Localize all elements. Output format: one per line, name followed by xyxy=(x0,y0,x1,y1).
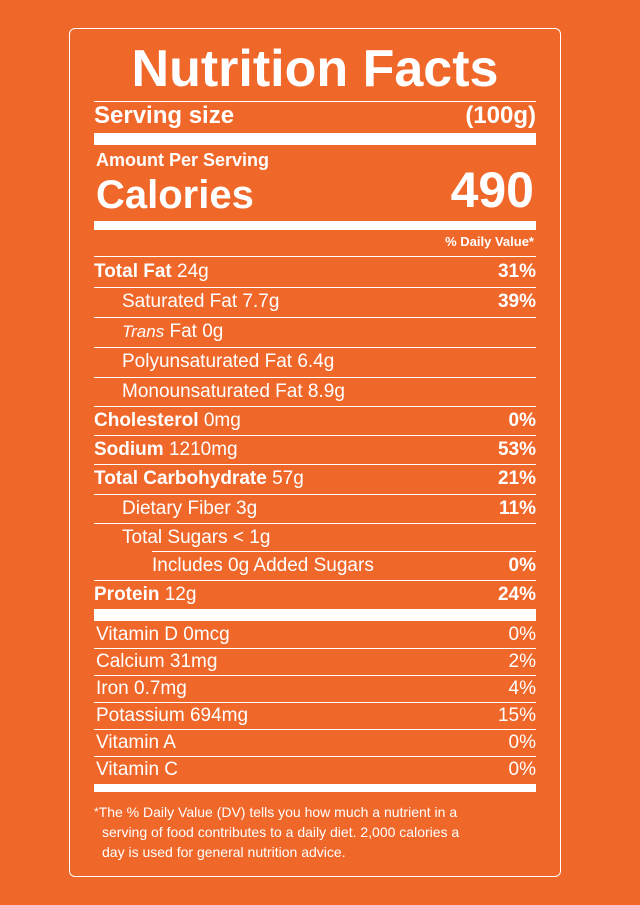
amount-per-serving: Amount Per Serving xyxy=(96,150,270,170)
thick-divider xyxy=(94,784,536,792)
vitamin-dv: 15% xyxy=(497,704,536,726)
label-title: Nutrition Facts xyxy=(131,40,499,98)
divider xyxy=(94,377,536,378)
divider xyxy=(94,287,536,288)
divider xyxy=(94,494,536,495)
divider xyxy=(94,523,536,524)
divider xyxy=(94,702,536,703)
divider xyxy=(94,756,536,757)
nutrient-amount: < 1g xyxy=(232,527,271,548)
nutrient-amount: 0mg xyxy=(203,410,241,431)
vitamin-name: Iron 0.7mg xyxy=(96,677,187,699)
vitamin-dv: 0% xyxy=(508,758,536,780)
nutrient-name: Saturated Fat xyxy=(122,291,238,312)
nutrient-row-dietary-fiber: Dietary Fiber 3g 11% xyxy=(94,494,536,524)
nutrient-amount: 7.7g xyxy=(242,291,280,312)
nutrient-row-protein: Protein 12g 24% xyxy=(94,580,536,610)
nutrient-name: Cholesterol xyxy=(94,410,199,431)
nutrient-dv: 39% xyxy=(497,291,536,312)
vitamin-dv: 0% xyxy=(508,731,536,753)
divider xyxy=(94,464,536,465)
nutrient-amount: 8.9g xyxy=(307,381,345,402)
nutrient-dv: 53% xyxy=(497,439,536,460)
footnote-line: day is used for general nutrition advice… xyxy=(102,844,346,860)
footnote-line: serving of food contributes to a daily d… xyxy=(102,824,460,840)
vitamin-row: Vitamin C 0% xyxy=(96,756,536,783)
nutrient-amount: 57g xyxy=(272,468,304,489)
nutrient-name: Total Fat xyxy=(94,261,172,282)
footnote: *The % Daily Value (DV) tells you how mu… xyxy=(94,802,536,862)
nutrient-dv: 24% xyxy=(497,584,536,605)
serving-size-value: (100g) xyxy=(465,102,536,129)
vitamin-name: Potassium 694mg xyxy=(96,704,249,726)
divider xyxy=(152,551,536,552)
nutrient-row-cholesterol: Cholesterol 0mg 0% xyxy=(94,406,536,436)
nutrient-row-total-fat: Total Fat 24g 31% xyxy=(94,257,536,287)
vitamin-dv: 2% xyxy=(508,650,536,672)
nutrient-name: Includes 0g Added Sugars xyxy=(152,555,374,576)
vitamin-dv: 4% xyxy=(508,677,536,699)
vitamin-row: Vitamin D 0mcg 0% xyxy=(96,621,536,648)
calories-value: 490 xyxy=(450,162,534,218)
footnote-line: The % Daily Value (DV) tells you how muc… xyxy=(98,804,458,820)
footnote-star: * xyxy=(94,805,99,819)
vitamin-name: Vitamin D 0mcg xyxy=(96,623,230,645)
nutrient-name: Dietary Fiber xyxy=(122,498,231,519)
vitamin-row: Calcium 31mg 2% xyxy=(96,648,536,675)
divider xyxy=(94,317,536,318)
nutrient-amount: 12g xyxy=(164,584,197,605)
vitamin-name: Calcium 31mg xyxy=(96,650,218,672)
nutrient-row-sodium: Sodium 1210mg 53% xyxy=(94,435,536,465)
divider xyxy=(94,256,536,257)
divider xyxy=(94,580,536,581)
nutrient-dv: 31% xyxy=(497,261,536,282)
divider xyxy=(94,648,536,649)
divider xyxy=(94,729,536,730)
nutrient-row-total-sugars: Total Sugars < 1g xyxy=(94,523,536,553)
nutrient-dv: 11% xyxy=(499,498,536,519)
nutrient-name: Monounsaturated Fat xyxy=(122,381,303,402)
calories-label: Calories xyxy=(96,173,254,217)
vitamin-name: Vitamin A xyxy=(96,731,176,753)
divider xyxy=(94,675,536,676)
nutrient-name: Trans xyxy=(122,322,165,341)
nutrient-name: Total Sugars xyxy=(122,527,228,548)
divider xyxy=(94,101,536,102)
serving-size-row: Serving size (100g) xyxy=(94,101,536,131)
nutrient-row-total-carbohydrate: Total Carbohydrate 57g 21% xyxy=(94,464,536,494)
nutrient-name: Polyunsaturated Fat xyxy=(122,351,293,372)
nutrition-facts-label: Nutrition Facts Serving size (100g) Amou… xyxy=(69,28,561,877)
divider xyxy=(94,435,536,436)
thick-divider xyxy=(94,133,536,145)
nutrient-row-added-sugars: Includes 0g Added Sugars 0% xyxy=(94,551,536,581)
nutrient-amount: 1210mg xyxy=(168,439,238,460)
serving-size-label: Serving size xyxy=(94,102,235,129)
divider xyxy=(94,406,536,407)
nutrient-name: Total Carbohydrate xyxy=(94,468,267,489)
nutrient-row-saturated-fat: Saturated Fat 7.7g 39% xyxy=(94,287,536,317)
divider xyxy=(94,347,536,348)
nutrient-name: Protein xyxy=(94,584,160,605)
nutrient-dv: 0% xyxy=(508,410,536,431)
vitamin-name: Vitamin C xyxy=(96,758,179,780)
vitamin-row: Vitamin A 0% xyxy=(96,729,536,756)
nutrient-name: Sodium xyxy=(94,439,164,460)
vitamin-row: Potassium 694mg 15% xyxy=(96,702,536,729)
nutrient-amount: 24g xyxy=(177,261,209,282)
nutrient-amount: 0g xyxy=(202,321,224,342)
nutrient-row-trans-fat: Trans Fat 0g xyxy=(94,317,536,347)
nutrient-row-monounsaturated-fat: Monounsaturated Fat 8.9g xyxy=(94,377,536,407)
nutrient-name-suffix: Fat xyxy=(169,321,197,342)
nutrient-dv: 21% xyxy=(497,468,536,489)
thick-divider xyxy=(94,221,536,230)
nutrient-amount: 6.4g xyxy=(297,351,335,372)
nutrient-amount: 3g xyxy=(236,498,258,519)
nutrient-dv: 0% xyxy=(508,555,536,576)
vitamin-dv: 0% xyxy=(508,623,536,645)
thick-divider xyxy=(94,609,536,621)
daily-value-header: % Daily Value* xyxy=(445,234,534,249)
nutrient-row-polyunsaturated-fat: Polyunsaturated Fat 6.4g xyxy=(94,347,536,377)
vitamin-row: Iron 0.7mg 4% xyxy=(96,675,536,702)
